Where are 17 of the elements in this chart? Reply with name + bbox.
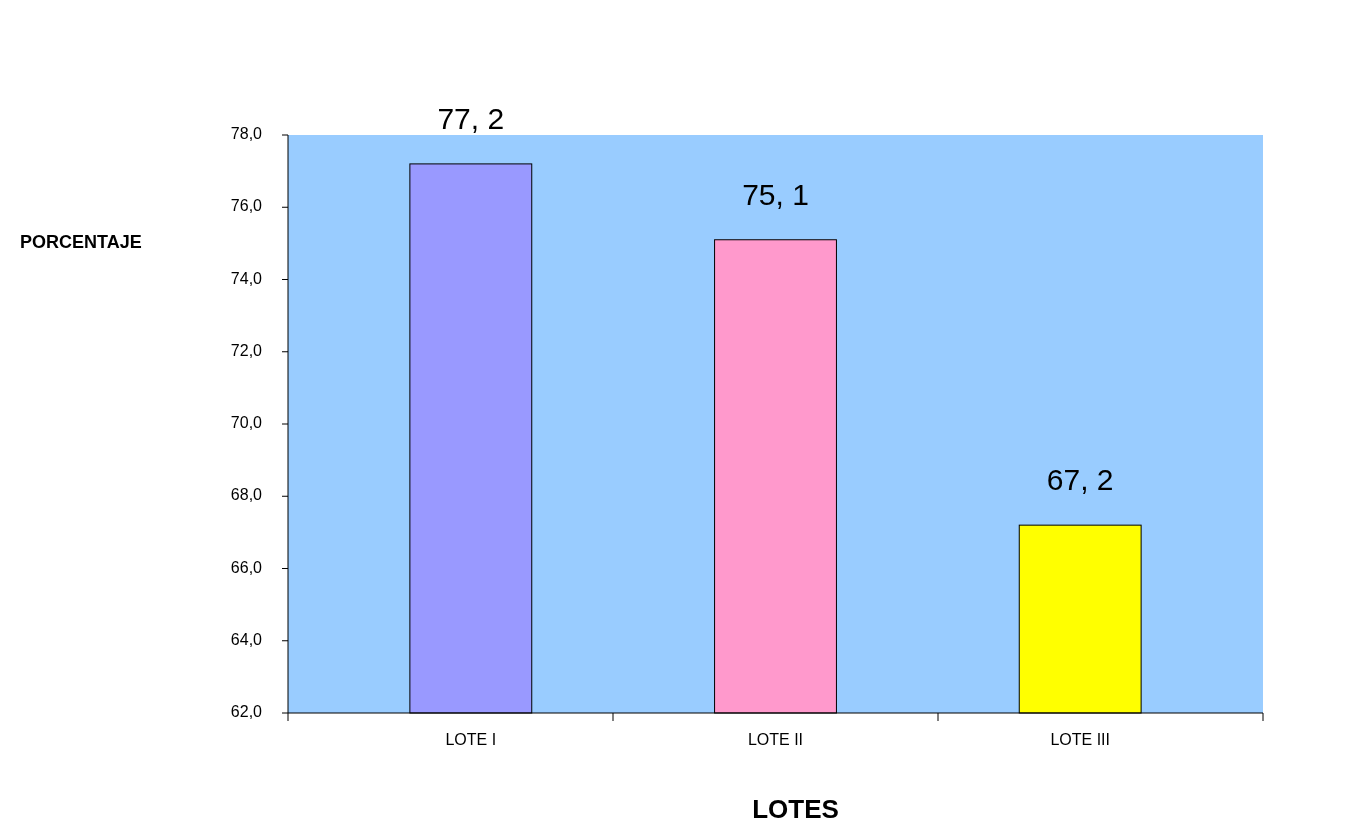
y-tick-label: 72,0 [230,341,263,359]
data-label: 77, 2 [437,101,505,135]
x-axis-title: LOTES [752,794,839,824]
x-tick-label: LOTE II [747,731,804,748]
data-label: 67, 2 [1046,463,1114,497]
y-tick-label: 70,0 [230,414,263,432]
y-tick-label: 66,0 [230,558,263,576]
data-label: 75, 1 [742,177,809,211]
y-axis-title: PORCENTAJE [20,232,142,253]
y-tick-label: 62,0 [230,703,263,721]
y-tick-label: 74,0 [230,269,263,287]
y-tick-label: 76,0 [230,197,263,215]
y-tick-label: 78,0 [230,125,263,143]
x-tick-label: LOTE III [1050,731,1110,748]
y-tick-label: 64,0 [230,630,263,648]
x-tick-label: LOTE I [445,731,497,748]
y-tick-label: 68,0 [230,486,263,504]
